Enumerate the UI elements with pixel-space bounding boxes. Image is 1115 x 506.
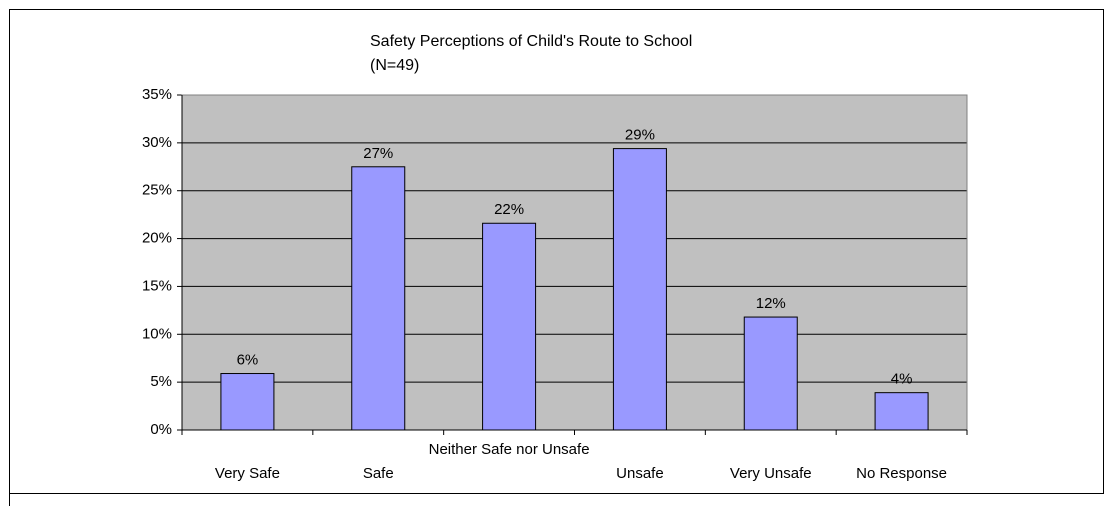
y-tick-label: 10% <box>142 325 172 342</box>
bar <box>743 316 798 431</box>
value-label: 22% <box>494 201 524 218</box>
y-tick-label: 0% <box>150 421 172 438</box>
x-tick-label: Very Unsafe <box>730 465 812 482</box>
bar <box>874 392 929 431</box>
y-tick-label: 5% <box>150 373 172 390</box>
y-tick-label: 25% <box>142 182 172 199</box>
value-label: 4% <box>891 371 913 388</box>
value-label: 12% <box>756 295 786 312</box>
chart-title: Safety Perceptions of Child's Route to S… <box>370 33 692 50</box>
x-tick-label: No Response <box>856 465 947 482</box>
x-tick-label: Safe <box>363 465 394 482</box>
value-label: 6% <box>237 351 259 368</box>
chart-frame <box>9 9 1104 506</box>
y-tick-label: 35% <box>142 86 172 103</box>
bar <box>220 373 275 431</box>
y-tick-label: 15% <box>142 277 172 294</box>
bar <box>482 222 537 431</box>
value-label: 29% <box>625 127 655 144</box>
chart-subtitle: (N=49) <box>370 57 419 74</box>
plot-area <box>182 95 967 430</box>
value-label: 27% <box>363 145 393 162</box>
bar <box>351 166 406 431</box>
x-tick-label: Unsafe <box>616 465 664 482</box>
y-tick-label: 20% <box>142 230 172 247</box>
bar <box>612 148 667 431</box>
x-tick-label: Very Safe <box>215 465 280 482</box>
x-tick-label: Neither Safe nor Unsafe <box>429 441 590 458</box>
y-tick-label: 30% <box>142 134 172 151</box>
